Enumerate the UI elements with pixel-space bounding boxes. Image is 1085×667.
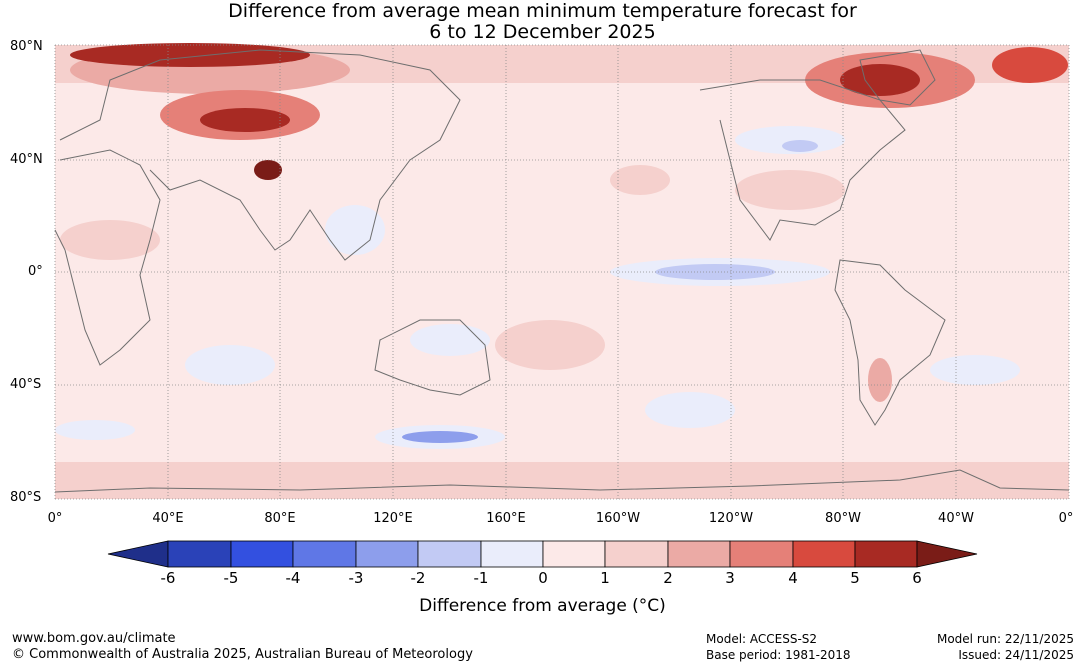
colorbar-tick-2: 2	[663, 569, 673, 587]
colorbar-bin-neg5-neg4	[230, 540, 294, 568]
colorbar-lower-extension	[107, 540, 169, 568]
lon-label-160e: 160°E	[486, 511, 526, 526]
anomaly-cool-indian-ocean	[185, 345, 275, 385]
lon-label-80w: 80°W	[825, 511, 861, 526]
coastline-greenland	[859, 49, 936, 106]
colorbar-bin-1-2	[604, 540, 669, 568]
anomaly-warm-usa	[735, 170, 845, 210]
colorbar-tick-neg3: -3	[348, 569, 364, 587]
negative-anomaly-areas	[55, 126, 1020, 449]
footer-copyright: © Commonwealth of Australia 2025, Austra…	[12, 647, 473, 662]
coastline-antarctica	[54, 469, 1070, 493]
colorbar-tick-1: 1	[600, 569, 610, 587]
colorbar-bin-neg1-0	[480, 540, 544, 568]
colorbar-bin-neg3-neg2	[355, 540, 419, 568]
lon-label-160w: 160°W	[595, 511, 641, 526]
anomaly-warm-siberia-core	[70, 43, 310, 67]
anomaly-warm-greenland-core	[840, 64, 920, 96]
anomaly-cool-na-core	[782, 140, 818, 152]
anomaly-warm-africa	[60, 220, 160, 260]
coastline-eurasia	[59, 49, 461, 261]
anomaly-warm-tibet	[254, 160, 282, 180]
lat-label-40n: 40°N	[10, 152, 43, 167]
lon-label-0-left: 0°	[47, 511, 63, 526]
lon-label-40e: 40°E	[152, 511, 184, 526]
lon-label-120e: 120°E	[373, 511, 413, 526]
map-title-line1: Difference from average mean minimum tem…	[228, 0, 857, 22]
colorbar-bin-4-5	[792, 540, 856, 568]
colorbar-bin-2-3	[667, 540, 731, 568]
lat-label-0: 0°	[28, 264, 43, 279]
lon-label-80e: 80°E	[264, 511, 296, 526]
anomaly-warm-antarctic-band	[55, 462, 1069, 499]
colorbar	[107, 540, 978, 568]
map-title-line2: 6 to 12 December 2025	[429, 21, 656, 43]
footer-model-run: Model run: 22/11/2025	[936, 632, 1074, 646]
coastline-south-america	[834, 259, 946, 426]
anomaly-warm-south-america	[868, 358, 892, 402]
colorbar-bin-3-4	[729, 540, 794, 568]
coastlines	[54, 49, 1070, 493]
lat-label-80n: 80°N	[10, 39, 43, 54]
lon-label-0-right: 0°	[1058, 511, 1074, 526]
footer-model: Model: ACCESS-S2	[706, 632, 818, 646]
footer-issued: Issued: 24/11/2025	[958, 648, 1074, 662]
anomaly-cool-sw-indian	[55, 420, 135, 440]
colorbar-tick-neg6: -6	[160, 569, 176, 587]
colorbar-tick-neg2: -2	[410, 569, 426, 587]
anomaly-warm-north-pacific	[610, 165, 670, 195]
anomaly-cool-south-atlantic	[930, 355, 1020, 385]
colorbar-bin-0-1	[542, 540, 606, 568]
colorbar-tick-5: 5	[850, 569, 860, 587]
lon-label-40w: 40°W	[938, 511, 974, 526]
anomaly-cool-southern-core	[402, 431, 478, 443]
colorbar-upper-extension	[916, 540, 978, 568]
anomaly-cool-south-pacific	[645, 392, 735, 428]
coastline-africa	[54, 149, 161, 366]
lat-label-40s: 40°S	[10, 377, 42, 392]
anomaly-warm-south-pacific	[495, 320, 605, 370]
colorbar-tick-neg1: -1	[473, 569, 489, 587]
anomaly-warm-central-asia-core	[200, 108, 290, 132]
colorbar-tick-4: 4	[788, 569, 798, 587]
colorbar-tick-neg5: -5	[223, 569, 239, 587]
anomaly-cool-australia	[410, 324, 490, 356]
anomaly-cool-se-asia	[325, 205, 385, 255]
footer-url[interactable]: www.bom.gov.au/climate	[12, 631, 176, 646]
colorbar-bin-5-6	[854, 540, 918, 568]
colorbar-title: Difference from average (°C)	[419, 596, 666, 616]
coastline-australia	[374, 319, 491, 396]
footer-base-period: Base period: 1981-2018	[706, 648, 851, 662]
colorbar-bin-neg4-neg3	[292, 540, 357, 568]
colorbar-bin-neg2-neg1	[417, 540, 482, 568]
anomaly-warm-arctic-west	[992, 47, 1068, 83]
colorbar-tick-6: 6	[912, 569, 922, 587]
colorbar-bin-neg6-neg5	[167, 540, 232, 568]
coastline-north-america	[699, 79, 906, 241]
colorbar-tick-neg4: -4	[285, 569, 301, 587]
colorbar-tick-0: 0	[538, 569, 548, 587]
colorbar-tick-3: 3	[725, 569, 735, 587]
gridlines	[54, 44, 1070, 500]
lat-label-80s: 80°S	[10, 490, 42, 505]
lon-label-120w: 120°W	[708, 511, 754, 526]
map-panel	[54, 43, 1070, 500]
